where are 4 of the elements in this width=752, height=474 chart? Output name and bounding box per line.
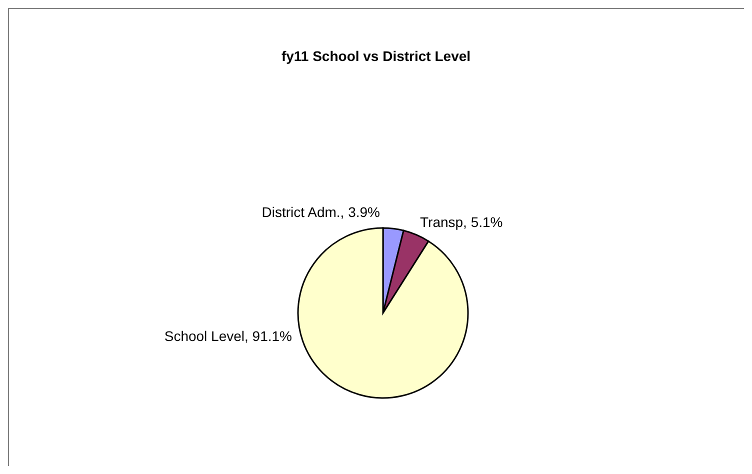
slice-label: Transp, 5.1% [420,214,503,230]
slice-label: District Adm., 3.9% [262,204,380,220]
slice-label: School Level, 91.1% [164,328,292,344]
chart-title: fy11 School vs District Level [281,48,471,64]
